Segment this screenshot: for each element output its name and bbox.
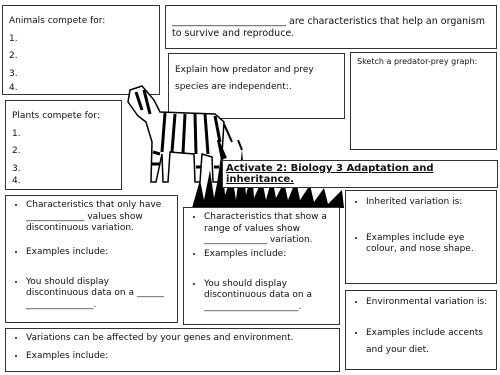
list-item: 4. (12, 175, 21, 186)
variation-box: Variations can be affected by your genes… (5, 328, 340, 372)
box-title: Animals compete for: (9, 16, 106, 26)
bullet: Inherited variation is: (366, 197, 490, 209)
animals-box: Animals compete for: 1. 2. 3. 4. (2, 5, 160, 95)
list-item: 1. (9, 33, 18, 44)
bullet: Examples include: (204, 249, 333, 261)
box-title: Plants compete for: (12, 111, 100, 121)
bullet: Examples include eye colour, and nose sh… (366, 233, 490, 256)
bullet: Examples include: (26, 351, 333, 363)
list-item: 1. (12, 128, 21, 139)
list-item: 2. (9, 51, 18, 62)
bullet: Environmental variation is: (366, 297, 490, 309)
plants-box: Plants compete for: 1. 2. 3. 4. (5, 100, 122, 190)
list-item: 2. (12, 146, 21, 157)
environmental-box: Environmental variation is: Examples inc… (345, 290, 497, 370)
list-item: 3. (9, 69, 18, 80)
bullet: Examples include: (26, 247, 171, 259)
bullet: Characteristics that show a range of val… (204, 212, 333, 247)
box-text: ________________________ are characteris… (172, 16, 486, 40)
definition-box: ________________________ are characteris… (165, 5, 497, 49)
bullet: You should display discontinuous data on… (204, 279, 333, 314)
grass-image (192, 140, 344, 208)
inherited-box: Inherited variation is: Examples include… (345, 190, 497, 284)
bullet: Examples include accents and your diet. (366, 325, 490, 359)
bullet: Variations can be affected by your genes… (26, 333, 333, 345)
bullet: You should display discontinuous data on… (26, 277, 171, 312)
continuous-box: Characteristics that show a range of val… (183, 207, 340, 325)
graph-box: Sketch a predator-prey graph: (350, 52, 497, 150)
worksheet-title: Activate 2: Biology 3 Adaptation and inh… (222, 160, 498, 188)
discontinuous-box: Characteristics that only have _________… (5, 195, 178, 323)
zebra-image (127, 85, 233, 183)
bullet: Characteristics that only have _________… (26, 200, 171, 235)
box-text: Explain how predator and prey species ar… (175, 65, 314, 93)
list-item: 4. (9, 82, 18, 93)
predator-box: Explain how predator and prey species ar… (168, 53, 345, 119)
list-item: 3. (12, 164, 21, 175)
box-text: Sketch a predator-prey graph: (357, 57, 478, 66)
